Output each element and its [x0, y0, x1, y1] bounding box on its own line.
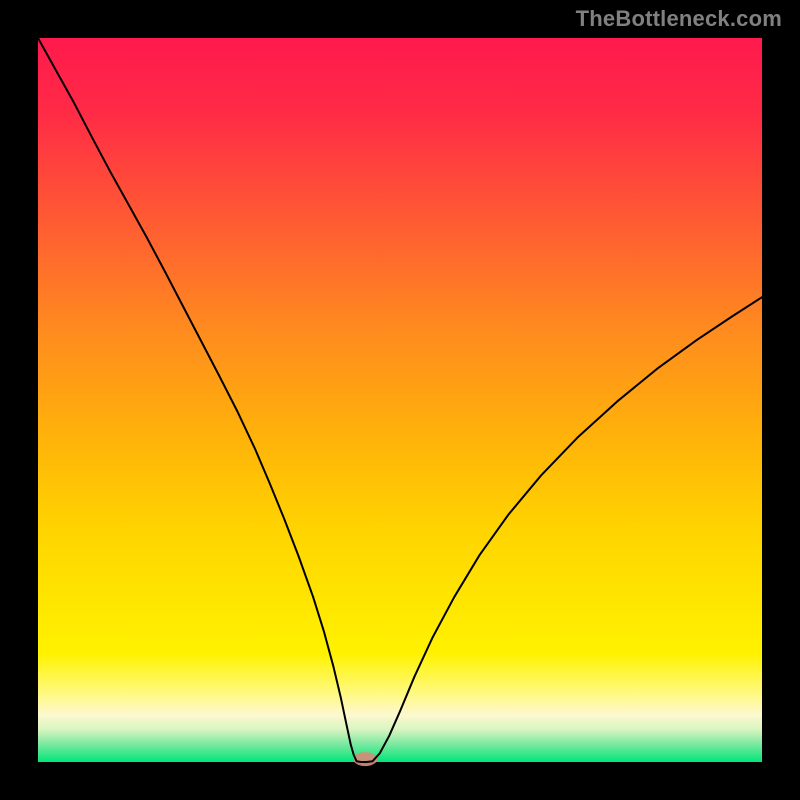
watermark-text: TheBottleneck.com — [576, 6, 782, 32]
bottleneck-chart — [0, 0, 800, 800]
chart-container: { "watermark": { "text": "TheBottleneck.… — [0, 0, 800, 800]
plot-background-gradient — [38, 38, 762, 762]
